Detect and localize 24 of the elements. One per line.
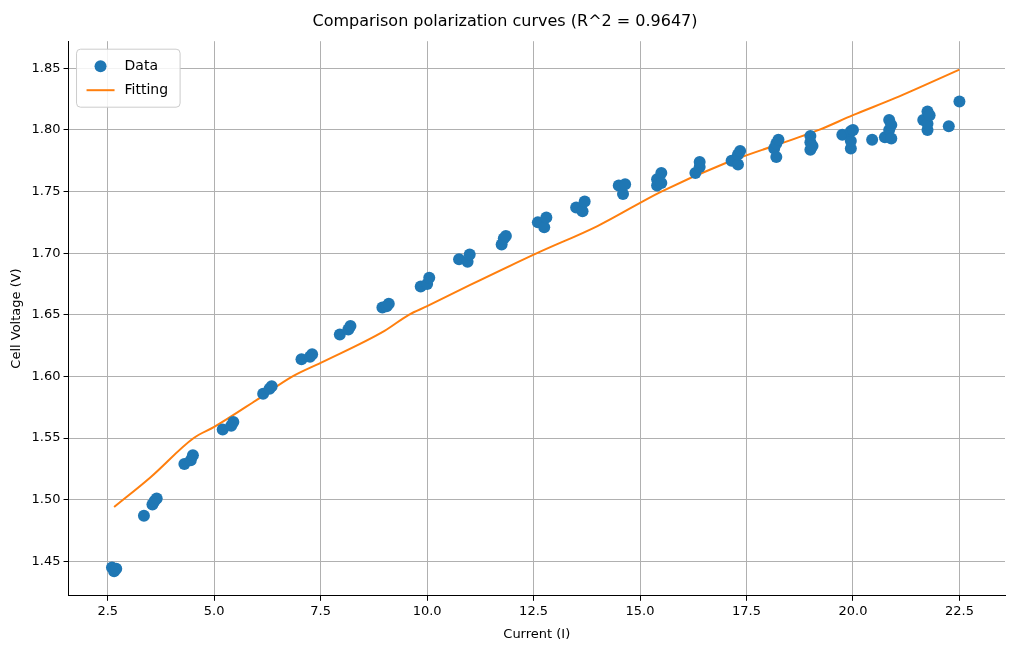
- legend-label: Fitting: [124, 80, 169, 97]
- chart-title: Comparison polarization curves (R^2 = 0.9647): [312, 10, 698, 30]
- y-axis-title: Cell Voltage (V): [8, 268, 24, 369]
- x-tick-label: 15.0: [625, 602, 655, 618]
- y-tick-label: 1.85: [31, 59, 61, 75]
- x-tick-label: 20.0: [838, 602, 868, 618]
- x-tick-label: 5.0: [203, 602, 225, 618]
- y-tick-label: 1.80: [31, 121, 61, 137]
- legend-label: Data: [124, 56, 158, 73]
- x-tick-label: 2.5: [97, 602, 119, 618]
- x-tick-label: 7.5: [310, 602, 331, 618]
- x-axis-title: Current (I): [503, 625, 571, 641]
- x-tick-label: 12.5: [519, 602, 549, 618]
- line-series: [113, 68, 961, 509]
- y-tick-label: 1.75: [31, 182, 61, 198]
- x-tick-label: 22.5: [944, 602, 974, 618]
- y-tick-label: 1.65: [31, 306, 61, 322]
- y-tick-label: 1.60: [31, 367, 61, 383]
- y-tick-label: 1.50: [31, 491, 61, 507]
- y-tick-label: 1.70: [31, 244, 61, 260]
- y-tick-label: 1.45: [31, 552, 61, 568]
- x-tick-label: 10.0: [412, 602, 442, 618]
- y-tick-label: 1.55: [31, 429, 61, 445]
- x-tick-label: 17.5: [732, 602, 761, 618]
